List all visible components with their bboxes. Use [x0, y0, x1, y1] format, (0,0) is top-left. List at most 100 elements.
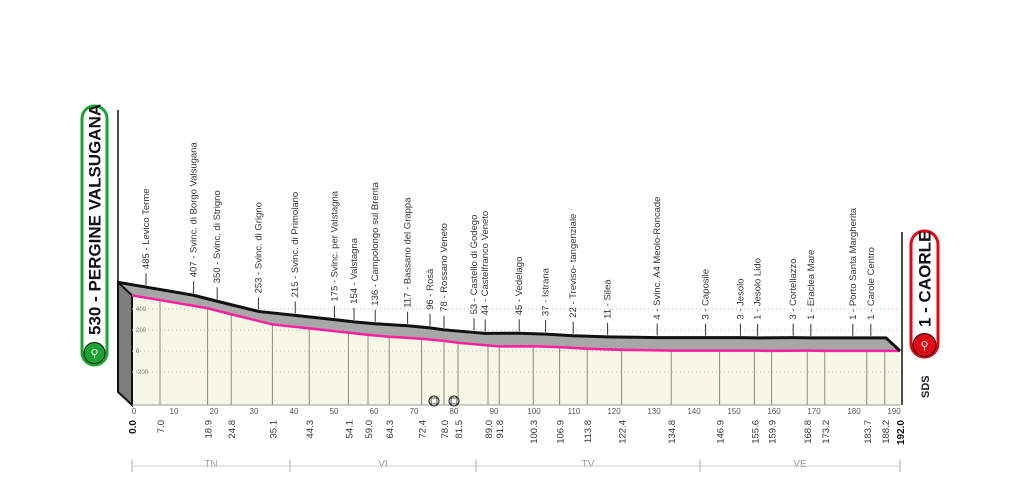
waypoint-km: 183.7 — [863, 420, 874, 444]
km-tick-label: 50 — [330, 407, 339, 416]
sprint-icon-circle — [448, 395, 460, 407]
km-tick-label: 10 — [170, 407, 179, 416]
elevation-tick-label: 0 — [136, 349, 140, 355]
waypoint-label: 1 - Eraclea Mare — [806, 250, 817, 320]
profile-side — [118, 282, 900, 351]
km-tick-label: 180 — [847, 407, 861, 416]
km-tick-label: 110 — [568, 407, 581, 416]
waypoint-km: 91.8 — [495, 420, 506, 439]
finish-badge: 1 - CAORLE ⚲ — [909, 229, 940, 359]
province-label: VE — [793, 459, 807, 470]
waypoint-label: 485 - Levico Terme — [141, 188, 152, 269]
elevation-tick-label: 400 — [136, 307, 147, 313]
waypoint-km: 173.2 — [821, 420, 832, 444]
sprint-icon-flag — [430, 397, 438, 405]
sprint-icon — [448, 395, 460, 407]
province-label: VI — [378, 459, 387, 470]
cyclist-icon-glyph: ⚲ — [920, 340, 928, 352]
sds-watermark: SDS — [920, 375, 932, 398]
waypoint-km: 72.4 — [418, 420, 429, 439]
waypoint-km: 146.9 — [716, 420, 727, 444]
waypoint-label: 1 - Porto Santa Margherita — [848, 207, 859, 320]
waypoint-km: 89.0 — [484, 420, 495, 439]
profile-fill — [132, 295, 900, 405]
km-tick-label: 190 — [887, 407, 901, 416]
waypoint-km: 7.0 — [156, 420, 167, 433]
waypoint-km: 100.3 — [529, 420, 540, 444]
waypoint-km: 81.5 — [454, 420, 465, 439]
road-line — [131, 294, 900, 353]
waypoint-km: 113.8 — [583, 420, 594, 443]
waypoint-km: 59.0 — [364, 420, 375, 439]
waypoint-km: 188.2 — [881, 420, 892, 444]
profile-start-wall — [117, 280, 133, 408]
waypoint-label: 3 - Caposile — [701, 269, 712, 320]
cyclist-icon — [83, 342, 106, 364]
cyclist-icon-glyph: ⚲ — [90, 348, 98, 360]
waypoint-label: 45 - Vedelago — [514, 257, 525, 316]
waypoint-km: 106.9 — [556, 420, 567, 444]
waypoint-km: 155.6 — [750, 420, 761, 444]
start-km: 0.0 — [128, 420, 139, 434]
km-tick-label: 40 — [290, 407, 299, 416]
km-tick-label: 160 — [767, 407, 781, 416]
km-tick-label: 60 — [370, 407, 379, 416]
province-label: TV — [582, 459, 595, 470]
elevation-tick-label: -200 — [136, 370, 149, 376]
km-tick-label: 130 — [647, 407, 661, 416]
waypoint-km: 168.8 — [803, 420, 814, 444]
km-tick-label: 70 — [410, 407, 419, 416]
waypoint-km: 35.1 — [268, 420, 279, 439]
start-badge: 530 - PERGINE VALSUGANA ⚲ — [80, 104, 109, 367]
waypoint-label: 215 - Svinc. di Primolano — [290, 192, 301, 298]
waypoint-label: 78 - Rossano Veneto — [439, 223, 450, 312]
km-tick-label: 150 — [727, 407, 741, 416]
sprint-icon — [428, 395, 440, 407]
waypoint-label: 3 - Cortellazzo — [788, 258, 799, 319]
km-tick-label: 80 — [450, 407, 459, 416]
km-tick-label: 0 — [132, 407, 137, 416]
waypoint-label: 136 - Campolongo sul Brenta — [370, 181, 381, 305]
waypoint-label: 22 - Treviso- tangenziale — [568, 214, 579, 318]
km-tick-label: 100 — [527, 407, 541, 416]
waypoint-km: 159.9 — [768, 420, 779, 444]
waypoint-label: 11 - Silea — [603, 279, 614, 319]
waypoint-km: 54.1 — [344, 420, 355, 439]
finish-km: 192.0 — [896, 420, 907, 445]
waypoint-km: 78.0 — [440, 420, 451, 439]
finish-badge-label: 1 - CAORLE — [916, 231, 935, 327]
waypoint-label: 1 - Jesolo Lido — [753, 258, 764, 320]
waypoint-label: 175 - Svinc. per Valstagna — [329, 190, 340, 301]
waypoint-km: 64.3 — [385, 420, 396, 439]
waypoint-label: 37 - Istrana — [541, 267, 552, 316]
waypoint-label: 154 - Valstagna — [349, 237, 360, 304]
start-badge-label: 530 - PERGINE VALSUGANA — [86, 104, 105, 335]
cyclist-icon — [912, 333, 937, 357]
km-tick-label: 90 — [490, 407, 499, 416]
waypoint-label: 253 - Svinc. di Grigno — [253, 202, 264, 293]
sprint-icon-circle — [428, 395, 440, 407]
km-tick-label: 140 — [687, 407, 701, 416]
waypoint-km: 122.4 — [618, 420, 629, 444]
waypoint-label: 44 - Castelfranco Veneto — [480, 211, 491, 316]
waypoint-label: 407 - Svinc. di Borgo Valsugana — [189, 142, 200, 278]
waypoint-label: 96 - Rosà — [425, 268, 436, 310]
km-tick-label: 20 — [210, 407, 219, 416]
waypoint-km: 24.8 — [227, 420, 238, 439]
waypoint-km: 134.8 — [667, 420, 678, 444]
waypoint-label: 4 - Svinc. A4 Meolo-Roncade — [652, 197, 663, 320]
waypoint-km: 18.9 — [204, 420, 215, 439]
elevation-tick-label: 200 — [136, 328, 147, 334]
waypoint-km: 44.3 — [305, 420, 316, 439]
waypoint-label: 117 - Bassano del Grappa — [403, 197, 414, 308]
km-tick-label: 30 — [250, 407, 259, 416]
km-tick-label: 120 — [607, 407, 621, 416]
province-label: TN — [204, 459, 217, 470]
profile-top-outline — [117, 280, 902, 352]
km-tick-label: 170 — [807, 407, 821, 416]
waypoint-label: 1 - Carole Centro — [866, 247, 877, 320]
waypoint-label: 350 - Svinc. di Strigno — [212, 190, 223, 283]
waypoint-label: 3 - Jesolo — [735, 278, 746, 319]
waypoint-label: 53 - Castello di Godego — [469, 215, 480, 315]
